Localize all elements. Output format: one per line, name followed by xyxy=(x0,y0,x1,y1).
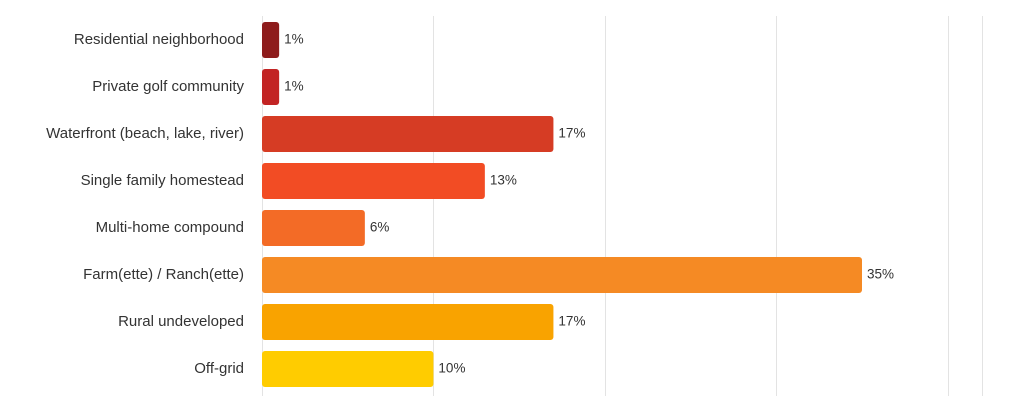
bar-3 xyxy=(262,163,485,199)
bar-layer xyxy=(262,22,862,387)
bar-5 xyxy=(262,257,862,293)
bar-6 xyxy=(262,304,554,340)
bar-0 xyxy=(262,22,280,58)
category-label-1: Private golf community xyxy=(92,78,244,95)
category-label-6: Rural undeveloped xyxy=(118,313,244,330)
value-label-2: 17% xyxy=(558,126,585,141)
bar-4 xyxy=(262,210,365,246)
category-label-0: Residential neighborhood xyxy=(74,31,244,48)
value-label-6: 17% xyxy=(558,314,585,329)
bar-2 xyxy=(262,116,554,152)
value-label-4: 6% xyxy=(370,220,390,235)
bar-1 xyxy=(262,69,280,105)
label-layer: Residential neighborhood 1% Private golf c… xyxy=(46,31,894,377)
bar-7 xyxy=(262,351,434,387)
category-label-2: Waterfront (beach, lake, river) xyxy=(46,125,244,142)
value-label-5: 35% xyxy=(867,267,894,282)
category-label-5: Farm(ette) / Ranch(ette) xyxy=(83,266,244,283)
value-label-0: 1% xyxy=(284,32,304,47)
value-label-3: 13% xyxy=(490,173,517,188)
value-label-7: 10% xyxy=(438,361,465,376)
value-label-1: 1% xyxy=(284,79,304,94)
category-label-4: Multi-home compound xyxy=(96,219,244,236)
category-label-3: Single family homestead xyxy=(81,172,244,189)
category-label-7: Off-grid xyxy=(194,360,244,377)
